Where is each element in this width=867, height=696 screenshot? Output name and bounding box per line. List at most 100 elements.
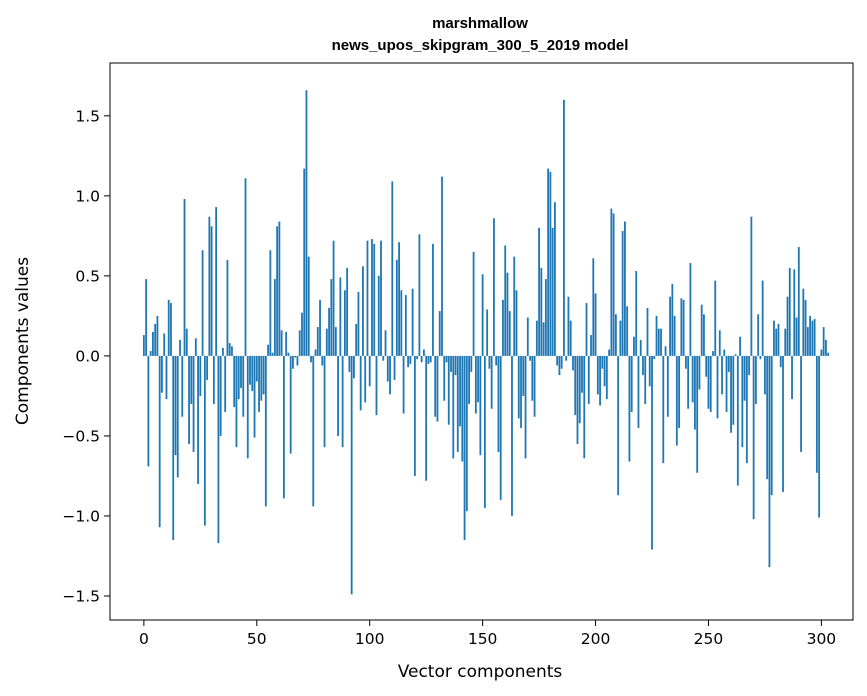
bar-291 bbox=[800, 355, 802, 452]
bar-17 bbox=[181, 355, 184, 417]
bar-118 bbox=[409, 355, 412, 364]
bar-204 bbox=[603, 355, 606, 387]
bar-233 bbox=[669, 296, 671, 356]
bar-100 bbox=[368, 355, 371, 387]
bar-31 bbox=[212, 355, 215, 404]
bar-260 bbox=[730, 355, 732, 433]
bar-85 bbox=[334, 327, 337, 356]
bar-167 bbox=[520, 355, 522, 428]
bar-117 bbox=[407, 355, 410, 368]
bar-209 bbox=[614, 314, 617, 356]
bar-236 bbox=[675, 355, 678, 446]
bar-40 bbox=[233, 355, 236, 408]
bar-296 bbox=[811, 320, 814, 356]
bar-126 bbox=[427, 355, 430, 364]
bar-144 bbox=[468, 355, 470, 404]
bar-265 bbox=[741, 355, 744, 448]
y-tick-label: 1.0 bbox=[75, 187, 100, 205]
bar-174 bbox=[535, 320, 538, 356]
bar-75 bbox=[312, 355, 315, 507]
bar-52 bbox=[260, 355, 263, 401]
bar-91 bbox=[348, 355, 351, 372]
bar-235 bbox=[673, 315, 676, 356]
bar-143 bbox=[465, 355, 468, 512]
bar-27 bbox=[203, 355, 206, 526]
bar-48 bbox=[251, 355, 254, 392]
bar-200 bbox=[594, 293, 597, 356]
y-tick-label: 0.0 bbox=[75, 347, 100, 365]
bar-111 bbox=[393, 355, 396, 380]
bar-30 bbox=[210, 226, 213, 356]
bar-132 bbox=[441, 176, 443, 356]
bar-134 bbox=[445, 355, 448, 363]
bar-84 bbox=[332, 240, 335, 356]
bar-122 bbox=[418, 234, 421, 356]
bar-101 bbox=[371, 239, 373, 356]
bar-42 bbox=[237, 355, 240, 400]
bar-257 bbox=[723, 349, 726, 356]
bar-131 bbox=[438, 311, 441, 356]
bar-188 bbox=[567, 296, 570, 356]
bar-250 bbox=[707, 355, 710, 409]
bar-44 bbox=[242, 355, 245, 417]
bar-303 bbox=[827, 352, 830, 356]
bar-120 bbox=[413, 355, 416, 476]
bar-145 bbox=[470, 355, 473, 372]
bar-216 bbox=[630, 355, 633, 412]
bar-289 bbox=[795, 317, 798, 356]
bar-170 bbox=[526, 317, 529, 356]
bar-223 bbox=[646, 307, 649, 356]
bar-0 bbox=[142, 335, 145, 356]
bar-129 bbox=[434, 355, 437, 417]
bar-168 bbox=[522, 355, 525, 396]
bar-285 bbox=[786, 296, 789, 356]
bar-116 bbox=[404, 295, 407, 356]
bar-163 bbox=[511, 355, 513, 516]
bar-82 bbox=[328, 307, 330, 356]
bar-153 bbox=[488, 355, 491, 369]
bar-46 bbox=[246, 355, 249, 459]
y-tick-label: −1.5 bbox=[62, 587, 100, 605]
bar-59 bbox=[276, 226, 279, 356]
bar-298 bbox=[815, 355, 818, 473]
bar-190 bbox=[572, 355, 574, 371]
bar-176 bbox=[540, 267, 543, 356]
bar-245 bbox=[696, 355, 699, 473]
bar-193 bbox=[578, 355, 581, 424]
bar-108 bbox=[386, 355, 389, 382]
bar-22 bbox=[192, 355, 195, 452]
bar-112 bbox=[395, 259, 398, 356]
bar-7 bbox=[158, 355, 161, 528]
bar-198 bbox=[590, 335, 592, 356]
bar-28 bbox=[206, 355, 209, 380]
bar-53 bbox=[262, 355, 265, 395]
bar-295 bbox=[809, 315, 811, 356]
bar-166 bbox=[517, 355, 520, 419]
bar-297 bbox=[813, 319, 816, 356]
bar-278 bbox=[770, 355, 773, 496]
bar-115 bbox=[402, 355, 405, 414]
bar-274 bbox=[761, 280, 764, 356]
bar-241 bbox=[687, 355, 690, 409]
bar-71 bbox=[303, 168, 306, 356]
bar-107 bbox=[384, 330, 387, 356]
bar-133 bbox=[443, 355, 446, 401]
bars-group bbox=[142, 90, 830, 595]
bar-259 bbox=[727, 355, 730, 372]
bar-74 bbox=[310, 355, 312, 363]
bar-121 bbox=[416, 355, 419, 360]
bar-207 bbox=[610, 208, 613, 356]
bar-302 bbox=[825, 339, 827, 356]
bar-14 bbox=[174, 355, 177, 456]
bar-19 bbox=[185, 328, 188, 356]
bar-251 bbox=[709, 355, 712, 412]
bar-96 bbox=[359, 355, 362, 411]
bar-29 bbox=[208, 216, 211, 356]
bar-199 bbox=[592, 258, 595, 356]
bar-252 bbox=[712, 351, 714, 356]
bar-123 bbox=[420, 355, 423, 363]
bar-175 bbox=[538, 227, 540, 356]
bar-149 bbox=[479, 355, 482, 456]
bar-262 bbox=[734, 354, 737, 356]
bar-183 bbox=[556, 355, 559, 366]
